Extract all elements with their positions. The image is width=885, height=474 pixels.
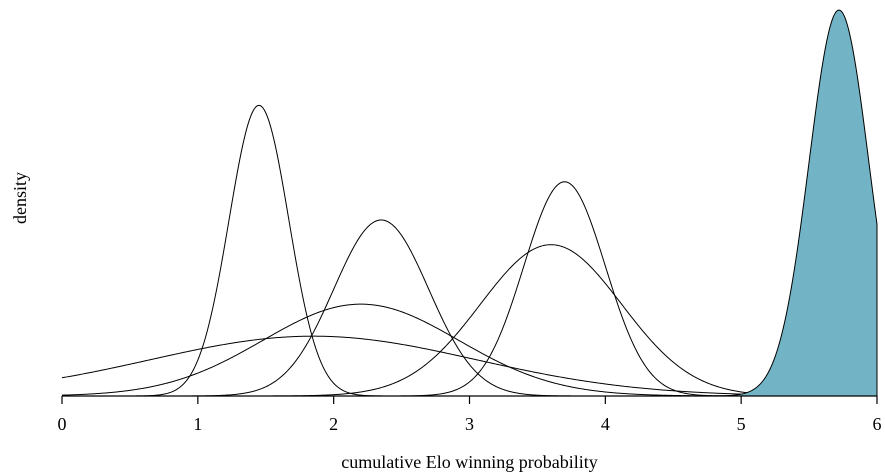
x-tick-label: 5 — [737, 414, 746, 434]
x-axis-ticks: 0 1 2 3 4 5 6 — [58, 396, 882, 434]
x-axis-title: cumulative Elo winning probability — [341, 452, 597, 472]
x-tick-label: 0 — [58, 414, 67, 434]
x-tick-label: 2 — [329, 414, 338, 434]
highlighted-density-curve — [62, 9, 878, 397]
density-curves — [61, 9, 878, 397]
density-curve — [62, 219, 877, 397]
x-tick-label: 6 — [873, 414, 882, 434]
density-curve — [62, 244, 877, 397]
density-curve — [61, 335, 878, 397]
x-tick-label: 1 — [193, 414, 202, 434]
y-axis-title: density — [10, 172, 30, 224]
x-tick-label: 4 — [601, 414, 610, 434]
x-tick-label: 3 — [465, 414, 474, 434]
